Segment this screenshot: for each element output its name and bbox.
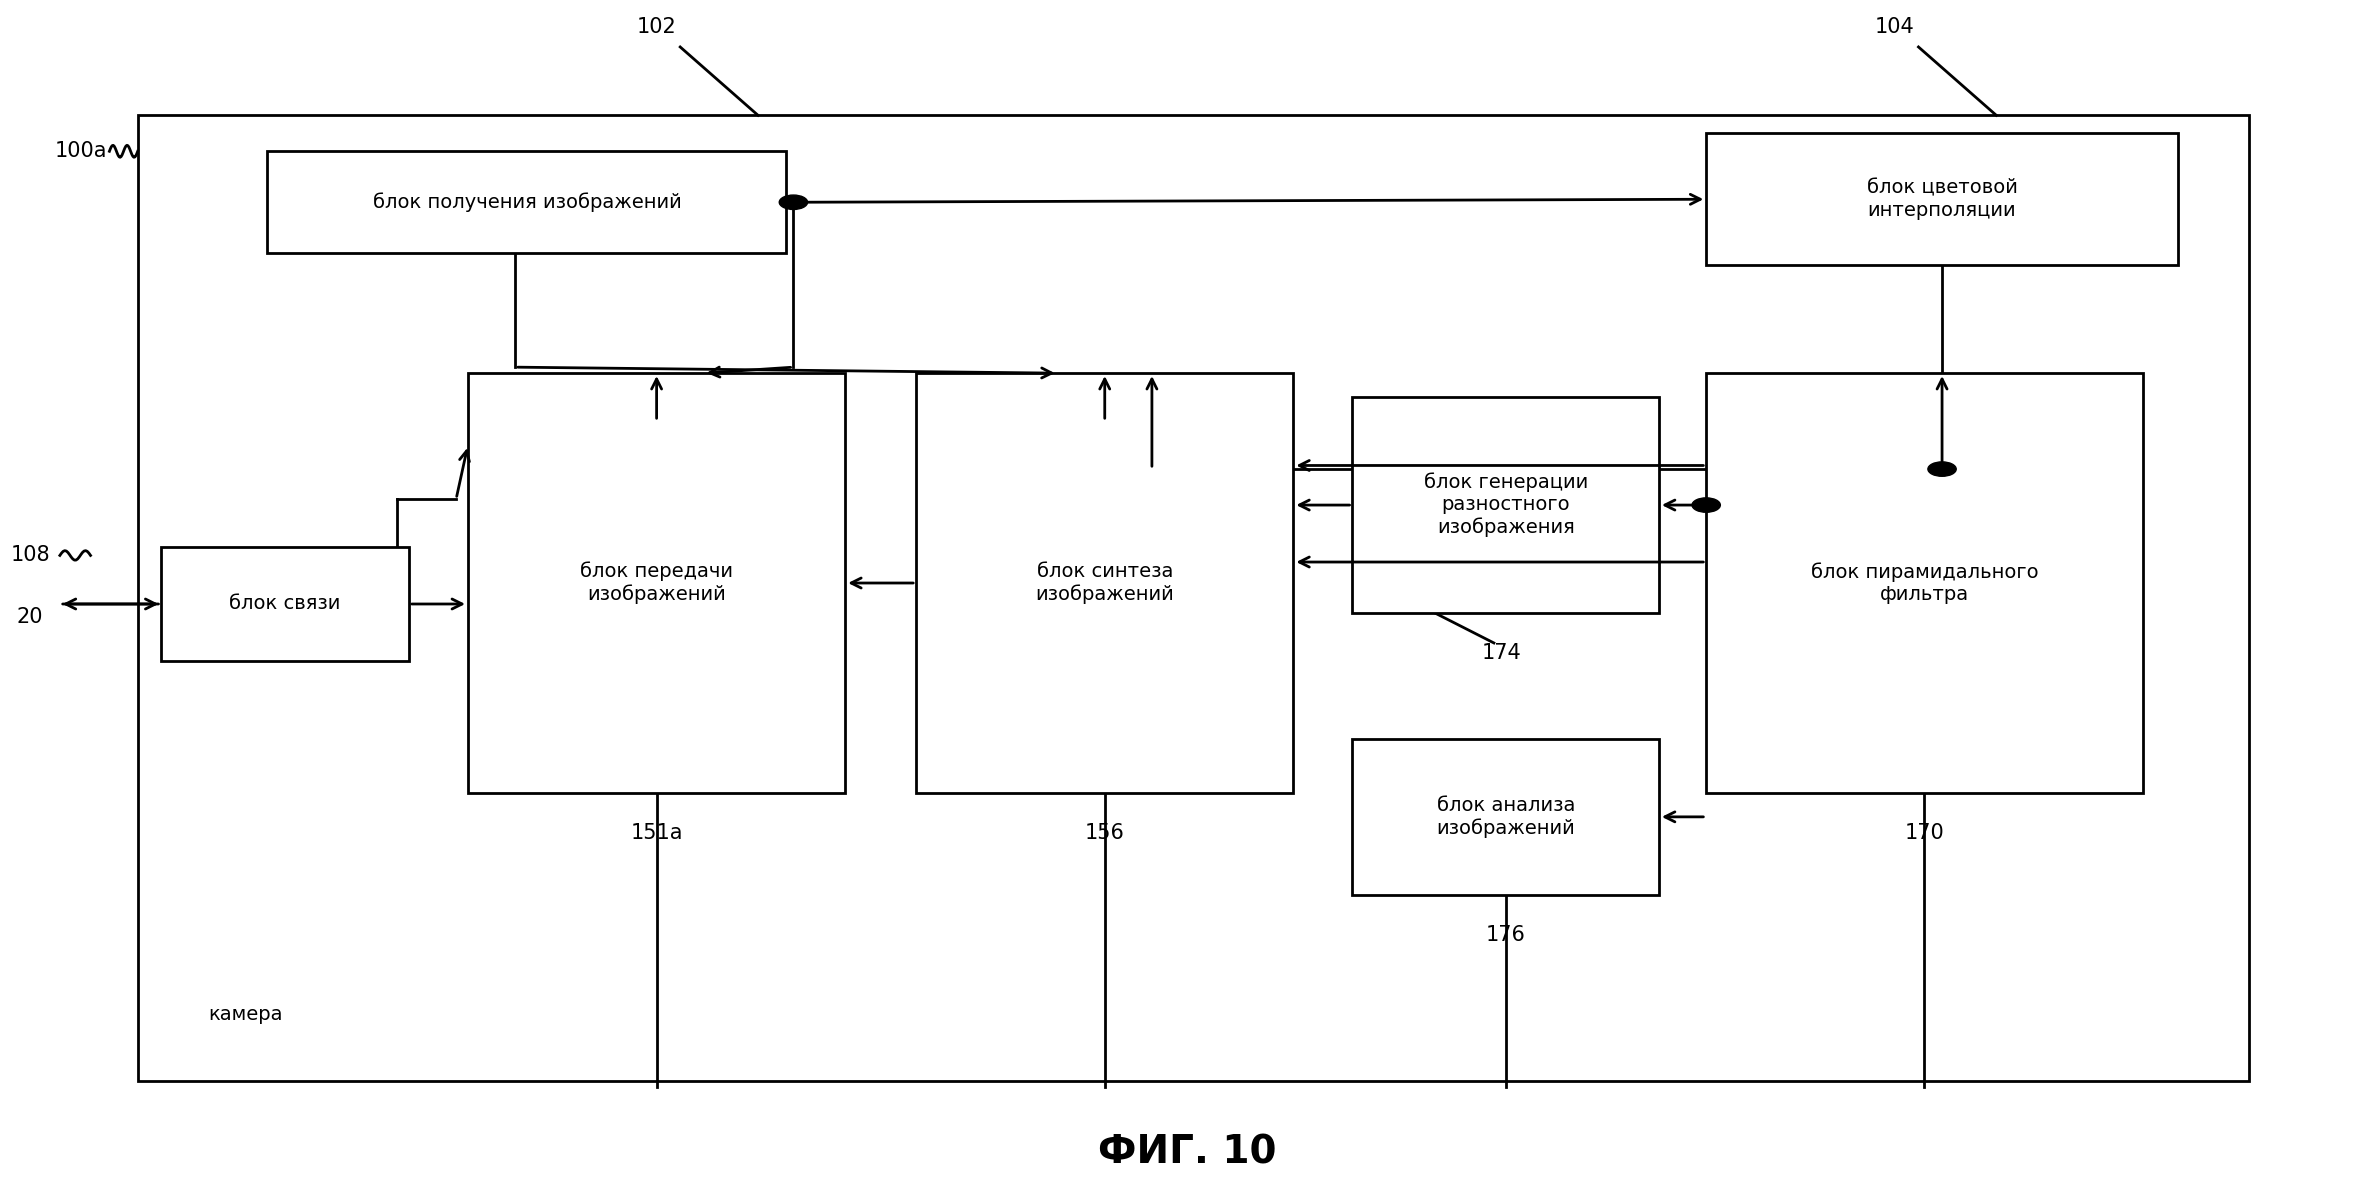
- Circle shape: [1928, 462, 1956, 476]
- Text: камера: камера: [208, 1005, 282, 1024]
- FancyBboxPatch shape: [161, 547, 410, 661]
- Text: блок синтеза
изображений: блок синтеза изображений: [1035, 563, 1175, 603]
- Text: 20: 20: [17, 607, 43, 626]
- Text: блок цветовой
интерполяции: блок цветовой интерполяции: [1866, 179, 2018, 220]
- Circle shape: [779, 195, 807, 209]
- Text: 100a: 100a: [54, 142, 107, 161]
- Text: 156: 156: [1085, 823, 1125, 843]
- FancyBboxPatch shape: [469, 373, 845, 793]
- Text: 174: 174: [1482, 643, 1523, 664]
- FancyBboxPatch shape: [916, 373, 1293, 793]
- FancyBboxPatch shape: [1352, 397, 1660, 613]
- Text: блок связи: блок связи: [230, 595, 341, 613]
- FancyBboxPatch shape: [1707, 133, 2179, 266]
- Text: 151a: 151a: [630, 823, 682, 843]
- Text: блок генерации
разностного
изображения: блок генерации разностного изображения: [1423, 472, 1589, 537]
- Text: 102: 102: [637, 17, 677, 37]
- Text: блок передачи
изображений: блок передачи изображений: [580, 561, 734, 605]
- Text: 176: 176: [1485, 924, 1525, 945]
- Text: блок получения изображений: блок получения изображений: [372, 192, 682, 212]
- Text: блок анализа
изображений: блок анализа изображений: [1437, 796, 1575, 838]
- FancyBboxPatch shape: [268, 151, 786, 254]
- FancyBboxPatch shape: [1352, 739, 1660, 894]
- Text: 170: 170: [1904, 823, 1944, 843]
- FancyBboxPatch shape: [1707, 373, 2143, 793]
- Text: 108: 108: [12, 546, 50, 565]
- Text: ФИГ. 10: ФИГ. 10: [1099, 1133, 1276, 1172]
- FancyBboxPatch shape: [137, 115, 2250, 1081]
- Text: 104: 104: [1875, 17, 1916, 37]
- Circle shape: [1693, 498, 1719, 512]
- Text: блок пирамидального
фильтра: блок пирамидального фильтра: [1812, 563, 2039, 603]
